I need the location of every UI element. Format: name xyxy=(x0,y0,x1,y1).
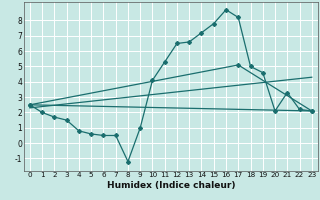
X-axis label: Humidex (Indice chaleur): Humidex (Indice chaleur) xyxy=(107,181,235,190)
